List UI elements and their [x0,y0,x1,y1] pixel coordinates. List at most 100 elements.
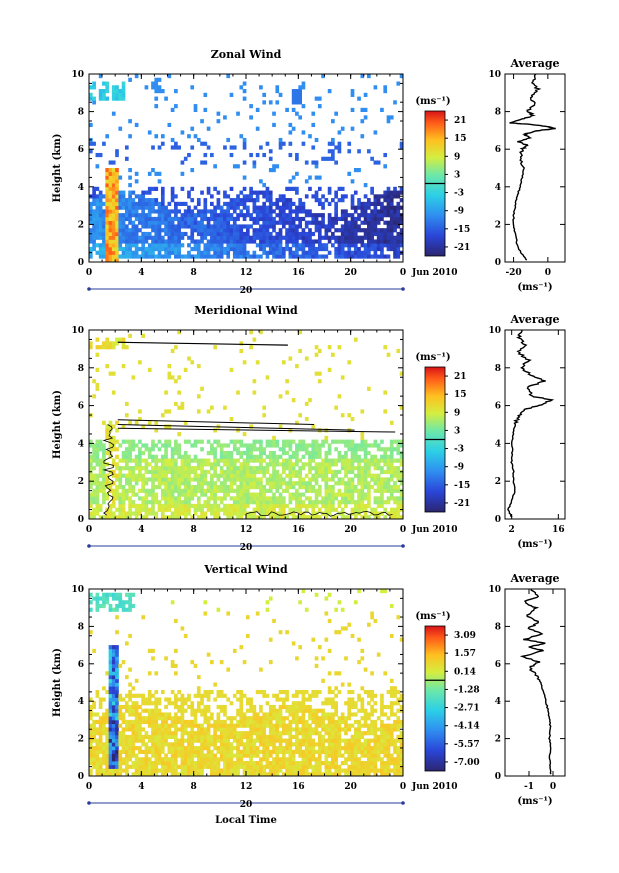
heatmap-cell [232,145,237,150]
heatmap-cell [389,216,394,222]
heatmap-cell [295,704,299,710]
heatmap-cell [268,220,273,225]
heatmap-cell [285,228,289,233]
heatmap-cell [183,254,188,259]
heatmap-cell [281,194,286,199]
heatmap-cell [144,85,149,90]
heatmap-cell [170,749,175,754]
heatmap-cell [288,500,293,505]
heatmap-cell [170,243,175,248]
heatmap-cell [170,503,175,509]
heatmap-cell [167,492,172,497]
heatmap-cell [337,394,342,399]
heatmap-cell [128,168,132,173]
heatmap-cell [193,663,198,668]
heatmap-cell [177,719,181,725]
heatmap-cell [321,254,325,259]
heatmap-cell [157,481,162,486]
heatmap-cell [301,246,306,252]
heatmap-cell [357,228,361,233]
heatmap-cell [164,492,168,497]
heatmap-cell [367,481,371,486]
heatmap-cell [206,693,211,698]
date-axis-end [87,544,91,548]
heatmap-cell [334,235,338,240]
heatmap-cell [160,749,165,754]
heatmap-cell [108,209,113,214]
heatmap-cell [203,481,208,486]
heatmap-cell [360,432,365,437]
heatmap-cell [334,462,338,467]
heatmap-cell [311,439,316,444]
heatmap-cell [174,246,178,252]
heatmap-cell [105,761,110,766]
heatmap-cell [242,231,247,237]
heatmap-cell [167,458,172,463]
heatmap-cell [239,462,244,467]
heatmap-cell [399,220,404,225]
heatmap-cell [295,656,299,661]
heatmap-cell [111,190,116,195]
heatmap-cell [295,205,299,210]
heatmap-cell [393,500,397,505]
heatmap-cell [393,250,397,255]
heatmap-cell [314,500,319,505]
heatmap-cell [203,511,208,516]
heatmap-cell [259,145,263,150]
heatmap-cell [108,194,113,199]
heatmap-cell [383,409,388,414]
heatmap-cell [200,731,204,736]
heatmap-cell [223,761,227,766]
heatmap-cell [252,738,257,743]
heatmap-cell [262,220,267,225]
heatmap-cell [200,723,204,728]
heatmap-cell [291,450,296,456]
heatmap-cell [105,364,110,369]
heatmap-cell [360,205,365,210]
heatmap-cell [213,447,217,452]
heatmap-cell [193,134,198,139]
heatmap-cell [334,458,338,463]
heatmap-cell [111,231,116,237]
heatmap-cell [301,689,306,695]
heatmap-cell [301,216,306,222]
heatmap-cell [174,648,178,653]
heatmap-cell [360,477,365,482]
heatmap-cell [347,413,352,418]
y-axis-label: Height (km) [52,134,63,203]
heatmap-cell [128,667,132,672]
heatmap-cell [259,85,263,90]
heatmap-cell [170,235,175,240]
heatmap-cell [380,488,384,493]
heatmap-cell [147,648,152,653]
heatmap-cell [128,712,132,717]
heatmap-cell [151,484,155,490]
heatmap-cell [232,220,237,225]
heatmap-cell [138,477,142,482]
heatmap-cell [203,243,208,248]
heatmap-cell [252,466,257,471]
heatmap-cell [183,469,188,475]
heatmap-cell [134,772,139,777]
heatmap-cell [298,447,302,452]
heatmap-cell [288,216,293,222]
heatmap-cell [357,466,361,471]
heatmap-cell [121,89,126,94]
heatmap-cell [98,216,103,222]
heatmap-cell [174,239,178,244]
heatmap-cell [275,753,280,758]
heatmap-cell [183,746,188,751]
heatmap-cell [98,209,103,214]
heatmap-cell [89,220,93,225]
heatmap-cell [180,216,185,222]
heatmap-cell [151,205,155,210]
heatmap-cell [95,250,100,255]
heatmap-cell [236,753,240,758]
heatmap-cell [295,496,299,501]
heatmap-cell [301,250,306,255]
heatmap-cell [324,156,329,161]
heatmap-cell [190,753,195,758]
heatmap-cell [370,216,374,222]
heatmap-cell [95,596,100,601]
heatmap-cell [285,390,289,395]
